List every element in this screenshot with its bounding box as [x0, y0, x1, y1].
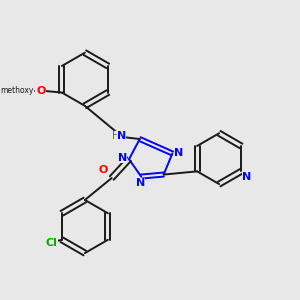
Text: N: N — [136, 178, 145, 188]
Text: N: N — [118, 153, 127, 164]
Text: O: O — [99, 165, 108, 175]
Text: N: N — [117, 130, 126, 141]
Text: H: H — [112, 130, 120, 141]
Text: Cl: Cl — [46, 238, 58, 248]
Text: N: N — [242, 172, 251, 182]
Text: N: N — [174, 148, 183, 158]
Text: methoxy: methoxy — [0, 86, 34, 95]
Text: O: O — [37, 86, 46, 96]
